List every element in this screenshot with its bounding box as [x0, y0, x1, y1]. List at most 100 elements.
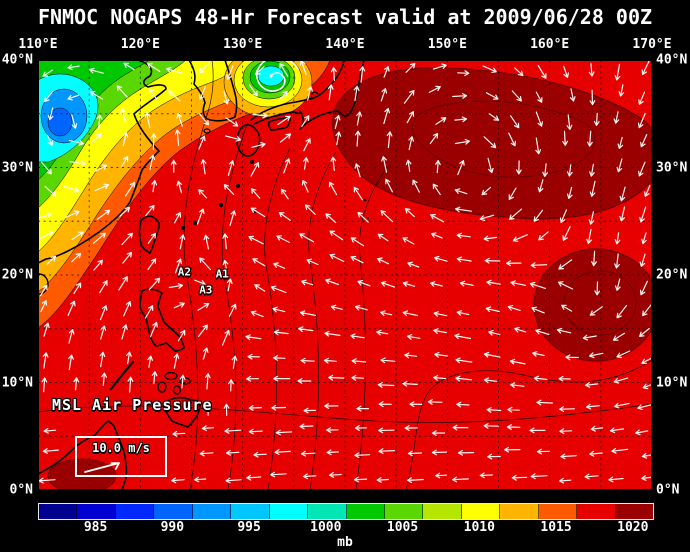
colorbar-segment [500, 504, 539, 519]
wind-arrow-icon [273, 329, 289, 336]
wind-arrow-icon [637, 112, 646, 129]
wind-arrow-icon [402, 237, 415, 245]
wind-arrow-icon [303, 138, 311, 152]
wind-arrow-icon [585, 382, 599, 388]
storm-label-a2: A2 [177, 265, 191, 279]
wind-legend-box: 10.0 m/s [75, 436, 167, 477]
wind-arrow-icon [250, 207, 266, 218]
wind-arrow-icon [229, 210, 237, 226]
wind-arrow-icon [482, 65, 497, 73]
wind-arrow-icon [511, 474, 528, 481]
storm-label-a3: A3 [199, 283, 213, 297]
wind-arrow-icon [179, 234, 186, 250]
wind-arrow-icon [402, 310, 418, 317]
wind-arrow-icon [558, 259, 573, 270]
wind-arrow-icon [377, 233, 389, 242]
wind-arrow-icon [566, 186, 573, 199]
wind-arrow-icon [589, 163, 595, 177]
wind-arrow-icon [617, 136, 624, 149]
wind-arrow-icon [252, 258, 266, 267]
wind-arrow-icon [509, 358, 526, 365]
wind-arrow-icon [569, 88, 576, 102]
wind-arrow-icon [221, 329, 230, 346]
wind-arrow-icon [149, 321, 158, 338]
wind-arrow-icon [121, 156, 129, 168]
wind-arrow-icon [614, 402, 630, 409]
wind-arrow-icon [378, 427, 395, 434]
wind-arrow-icon [615, 278, 621, 291]
wind-arrow-icon [197, 303, 210, 311]
colorbar-segment [308, 504, 347, 519]
wind-scale-arrow [84, 462, 120, 473]
wind-arrow-icon [533, 209, 544, 222]
wind-arrow-icon [278, 90, 288, 101]
lat-tick-label: 40°N [656, 52, 688, 68]
wind-arrow-icon [456, 256, 472, 263]
wind-arrow-icon [427, 399, 443, 405]
wind-arrow-icon [530, 262, 548, 269]
wind-arrow-icon [330, 156, 337, 171]
wind-arrow-icon [609, 427, 624, 434]
wind-arrow-icon [144, 112, 151, 129]
wind-arrow-icon [96, 209, 111, 220]
wind-arrow-icon [251, 142, 266, 148]
wind-arrow-icon [226, 65, 234, 80]
wind-arrow-icon [616, 304, 628, 319]
lat-tick-label: 0°N [9, 482, 33, 498]
storm-label-a1: A1 [215, 267, 229, 281]
korea-coastline [188, 60, 238, 122]
wind-arrow-icon [406, 334, 421, 340]
colorbar-segment [577, 504, 616, 519]
wind-arrow-icon [614, 63, 621, 81]
wind-arrow-icon [428, 85, 441, 93]
wind-arrow-icon [538, 231, 549, 241]
wind-arrow-icon [589, 450, 603, 457]
wind-arrow-icon [488, 330, 501, 336]
taiwan-island [138, 215, 161, 254]
wind-arrow-icon [42, 352, 49, 369]
wind-arrow-icon [41, 377, 48, 393]
wind-arrow-icon [412, 179, 420, 193]
wind-arrow-icon [644, 185, 651, 197]
lat-tick-label: 10°N [656, 375, 688, 390]
wind-arrow-icon [536, 399, 553, 406]
wind-arrow-icon [589, 306, 603, 316]
wind-arrow-icon [253, 451, 267, 458]
wind-arrow-icon [638, 161, 646, 177]
wind-arrow-icon [300, 450, 316, 457]
wind-arrow-icon [302, 157, 309, 170]
wind-arrow-icon [202, 347, 209, 360]
wind-arrow-icon [485, 306, 500, 313]
wind-arrow-icon [335, 131, 342, 146]
wind-arrow-icon [170, 159, 177, 173]
wind-arrow-icon [275, 429, 293, 436]
wind-arrow-icon [430, 214, 445, 223]
wind-arrow-icon [68, 329, 75, 344]
wind-arrow-icon [542, 163, 548, 177]
wind-arrow-icon [283, 158, 291, 174]
wind-arrow-icon [402, 380, 418, 387]
wind-arrow-icon [301, 179, 309, 193]
wind-arrow-icon [559, 477, 572, 484]
wind-arrow-icon [246, 375, 259, 382]
wind-arrow-icon [511, 90, 522, 102]
colorbar-segment [115, 504, 155, 519]
page-title: FNMOC NOGAPS 48-Hr Forecast valid at 200… [37, 5, 653, 29]
wind-arrow-icon [532, 351, 545, 357]
msl-air-pressure-label: MSL Air Pressure [52, 396, 213, 414]
wind-arrow-icon [356, 111, 362, 126]
wind-arrow-icon [529, 281, 546, 289]
wind-arrow-icon [454, 333, 472, 340]
wind-arrow-icon [100, 325, 107, 340]
wind-arrow-icon [386, 131, 393, 149]
wind-arrow-icon [454, 188, 468, 195]
wind-arrow-icon [173, 302, 185, 309]
wind-arrow-icon [561, 304, 573, 312]
wind-arrow-icon [641, 475, 652, 481]
wind-arrow-icon [433, 328, 447, 334]
wind-arrow-icon [616, 158, 623, 173]
jeju-island [203, 128, 211, 134]
china-coastline [38, 60, 167, 264]
noto-peninsula [310, 91, 319, 100]
latitude-axis-left: 40°N 30°N 20°N 10°N 0°N [0, 0, 36, 552]
